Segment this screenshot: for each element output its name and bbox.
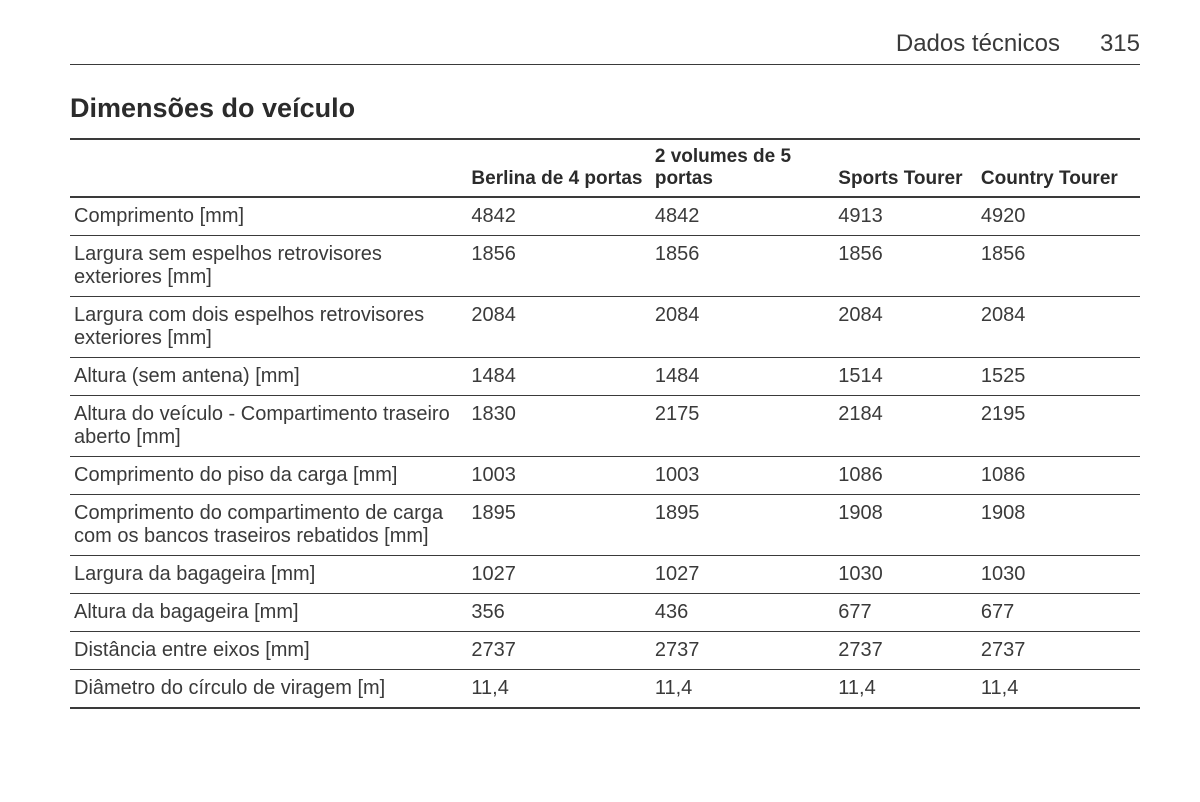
table-cell: 11,4: [977, 670, 1140, 709]
page-header: Dados técnicos 315: [70, 30, 1140, 65]
table-cell: 1484: [467, 358, 650, 396]
table-cell: 11,4: [834, 670, 977, 709]
table-row: Largura com dois espelhos retrovisores e…: [70, 297, 1140, 358]
table-cell: 1086: [834, 457, 977, 495]
table-cell: 2737: [977, 632, 1140, 670]
table-cell: 1895: [467, 495, 650, 556]
table-cell: 1030: [977, 556, 1140, 594]
table-cell: Largura da bagageira [mm]: [70, 556, 467, 594]
table-cell: 1856: [977, 236, 1140, 297]
table-cell: 356: [467, 594, 650, 632]
table-cell: 1484: [651, 358, 834, 396]
table-row: Diâmetro do círculo de viragem [m]11,411…: [70, 670, 1140, 709]
table-cell: 1514: [834, 358, 977, 396]
table-cell: Altura da bagageira [mm]: [70, 594, 467, 632]
table-cell: 1525: [977, 358, 1140, 396]
table-cell: 1895: [651, 495, 834, 556]
table-row: Comprimento [mm]4842484249134920: [70, 197, 1140, 236]
table-cell: 11,4: [651, 670, 834, 709]
table-row: Altura (sem antena) [mm]1484148415141525: [70, 358, 1140, 396]
table-cell: 1086: [977, 457, 1140, 495]
table-cell: 1908: [834, 495, 977, 556]
table-row: Comprimento do piso da carga [mm]1003100…: [70, 457, 1140, 495]
table-row: Largura sem espelhos retrovisores exteri…: [70, 236, 1140, 297]
table-cell: 4842: [651, 197, 834, 236]
table-cell: 4842: [467, 197, 650, 236]
table-cell: 2195: [977, 396, 1140, 457]
table-cell: Altura do veículo - Compartimento trasei…: [70, 396, 467, 457]
table-cell: 1856: [651, 236, 834, 297]
table-cell: 677: [977, 594, 1140, 632]
table-cell: Comprimento do piso da carga [mm]: [70, 457, 467, 495]
table-cell: 2084: [977, 297, 1140, 358]
table-header-cell: Country Tourer: [977, 139, 1140, 197]
table-cell: 1003: [651, 457, 834, 495]
table-cell: 2084: [467, 297, 650, 358]
table-cell: 2737: [834, 632, 977, 670]
table-cell: 1856: [467, 236, 650, 297]
table-cell: 1003: [467, 457, 650, 495]
table-header-cell: Sports Tourer: [834, 139, 977, 197]
table-cell: 2084: [834, 297, 977, 358]
table-cell: 677: [834, 594, 977, 632]
table-cell: 436: [651, 594, 834, 632]
table-cell: 1908: [977, 495, 1140, 556]
table-header-cell: 2 volumes de 5 portas: [651, 139, 834, 197]
section-title: Dimensões do veículo: [70, 93, 1140, 124]
table-cell: 1830: [467, 396, 650, 457]
table-cell: 1027: [651, 556, 834, 594]
table-cell: 2737: [651, 632, 834, 670]
table-header-row: Berlina de 4 portas 2 volumes de 5 porta…: [70, 139, 1140, 197]
section-label: Dados técnicos: [896, 30, 1060, 58]
table-cell: Altura (sem antena) [mm]: [70, 358, 467, 396]
table-cell: 2737: [467, 632, 650, 670]
table-cell: Distância entre eixos [mm]: [70, 632, 467, 670]
table-row: Largura da bagageira [mm]102710271030103…: [70, 556, 1140, 594]
table-row: Altura do veículo - Compartimento trasei…: [70, 396, 1140, 457]
table-header-cell: [70, 139, 467, 197]
dimensions-table: Berlina de 4 portas 2 volumes de 5 porta…: [70, 138, 1140, 709]
table-cell: Largura sem espelhos retrovisores exteri…: [70, 236, 467, 297]
table-cell: 11,4: [467, 670, 650, 709]
table-row: Comprimento do compartimento de carga co…: [70, 495, 1140, 556]
table-row: Distância entre eixos [mm]27372737273727…: [70, 632, 1140, 670]
table-cell: 1856: [834, 236, 977, 297]
table-cell: Comprimento [mm]: [70, 197, 467, 236]
table-row: Altura da bagageira [mm]356436677677: [70, 594, 1140, 632]
table-cell: Largura com dois espelhos retrovisores e…: [70, 297, 467, 358]
table-cell: 2175: [651, 396, 834, 457]
table-cell: 2084: [651, 297, 834, 358]
page-number: 315: [1100, 30, 1140, 58]
table-cell: 4913: [834, 197, 977, 236]
table-cell: 4920: [977, 197, 1140, 236]
table-cell: 1030: [834, 556, 977, 594]
table-cell: 2184: [834, 396, 977, 457]
table-cell: Diâmetro do círculo de viragem [m]: [70, 670, 467, 709]
table-header-cell: Berlina de 4 portas: [467, 139, 650, 197]
table-cell: Comprimento do compartimento de carga co…: [70, 495, 467, 556]
table-cell: 1027: [467, 556, 650, 594]
